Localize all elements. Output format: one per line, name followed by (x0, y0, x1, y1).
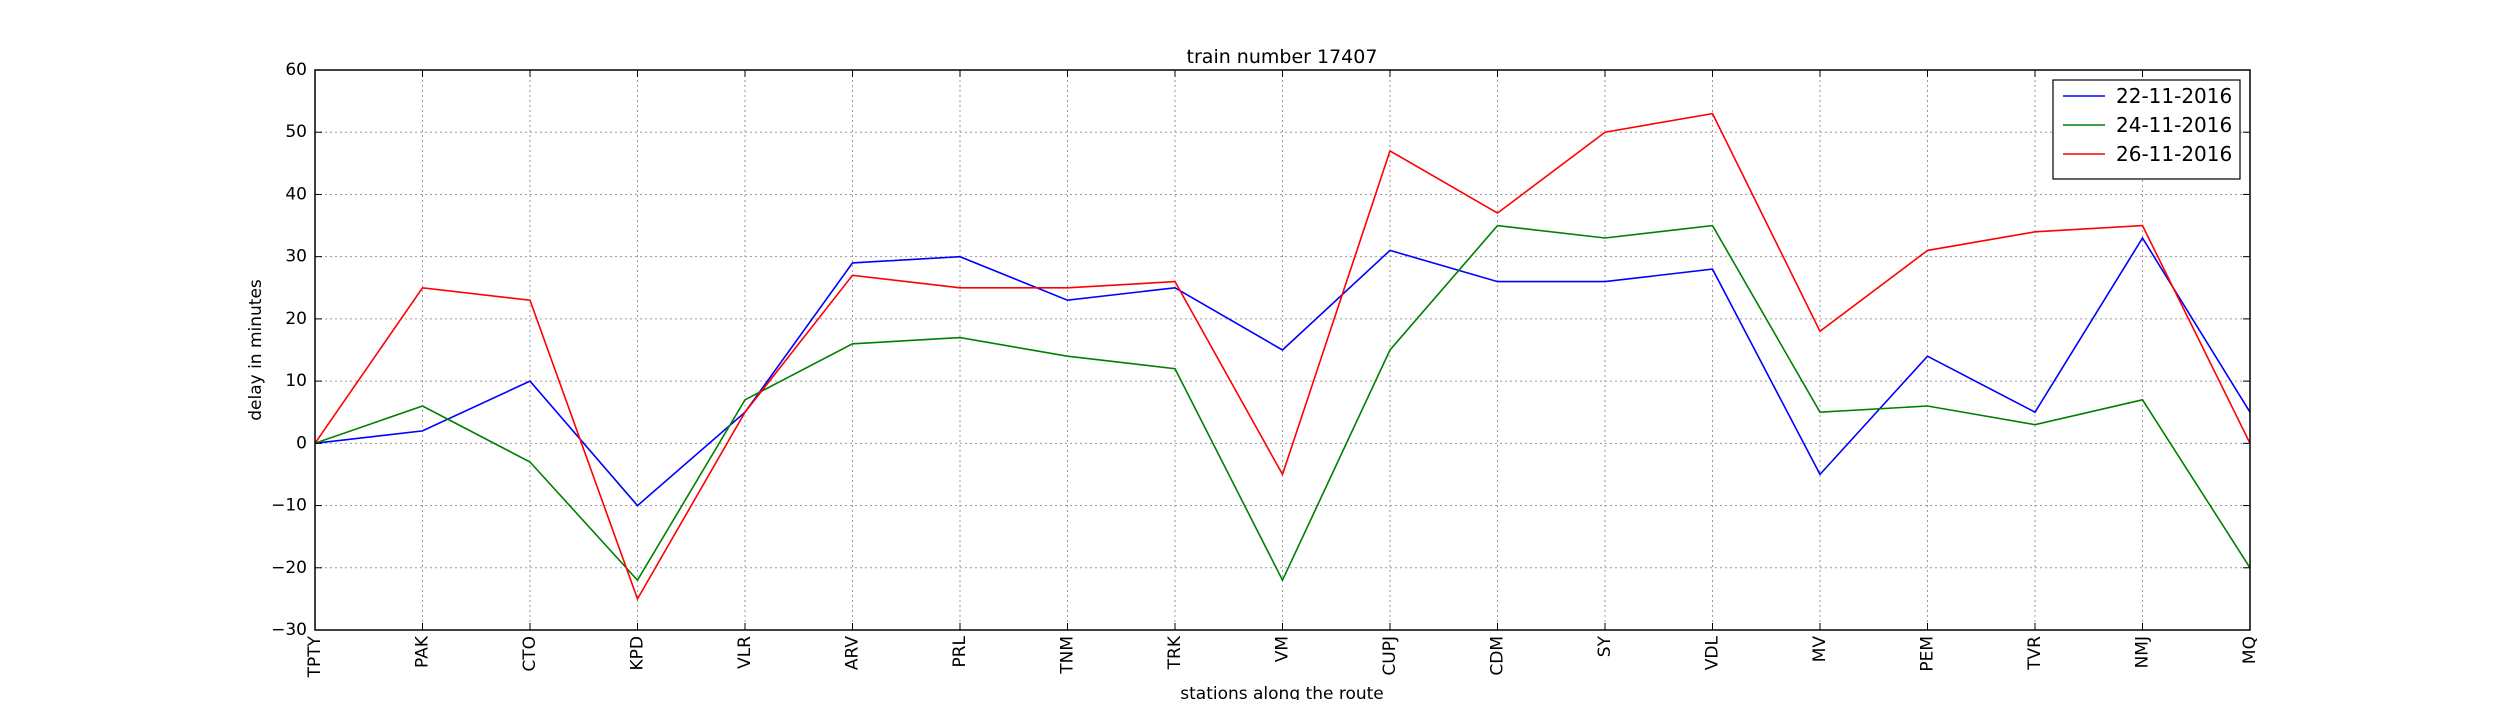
legend-label: 24-11-2016 (2116, 113, 2232, 137)
series-line-3 (314, 112, 2251, 601)
x-tick-label: PRL (950, 635, 970, 667)
x-tick-label: VM (1273, 636, 1293, 662)
y-tick-label: 0 (296, 433, 307, 453)
y-tick-label: 40 (285, 184, 307, 204)
axis-ticks: TPTY PAK CTO KPD VLR ARV PRL TNM TRK VM CUPJ CDM SY V… (271, 60, 2260, 678)
x-tick-label: PEM (1918, 636, 1938, 672)
x-tick-label: CDM (1488, 636, 1508, 676)
y-tick-label: −20 (271, 558, 307, 578)
y-tick-label: 20 (285, 309, 307, 329)
y-axis-label: delay in minutes (246, 279, 266, 421)
x-tick-label: MQ (2240, 636, 2260, 664)
legend: 22-11-2016 24-11-2016 26-11-2016 (2052, 79, 2241, 180)
x-tick-label: CUPJ (1380, 636, 1400, 676)
series-line-2 (314, 224, 2251, 583)
x-tick-label: TNM (1058, 636, 1078, 675)
y-tick-label: 50 (285, 122, 307, 142)
x-axis-label: stations along the route (1180, 684, 1384, 700)
y-tick-label: 30 (285, 247, 307, 267)
x-tick-label: KPD (628, 636, 648, 671)
y-tick-label: 10 (285, 371, 307, 391)
x-tick-label: ARV (843, 636, 863, 671)
series-lines (314, 112, 2251, 601)
x-tick-label: CTO (520, 636, 540, 672)
legend-label: 26-11-2016 (2116, 142, 2232, 166)
y-tick-label: −10 (271, 496, 307, 516)
legend-label: 22-11-2016 (2116, 84, 2232, 108)
x-tick-label: TRK (1165, 635, 1185, 670)
y-tick-label: −30 (271, 620, 307, 640)
x-tick-label: VDL (1703, 635, 1723, 670)
series-line-1 (314, 236, 2251, 507)
y-tick-label: 60 (285, 60, 307, 80)
x-tick-label: PAK (413, 635, 433, 668)
x-tick-label: MV (1810, 636, 1830, 663)
chart-title: train number 17407 (1187, 46, 1378, 68)
x-tick-label: SY (1595, 635, 1615, 657)
x-tick-label: TPTY (305, 635, 325, 678)
x-tick-label: TVR (2025, 636, 2045, 671)
x-tick-label: NMJ (2133, 636, 2153, 668)
x-tick-label: VLR (735, 636, 755, 669)
